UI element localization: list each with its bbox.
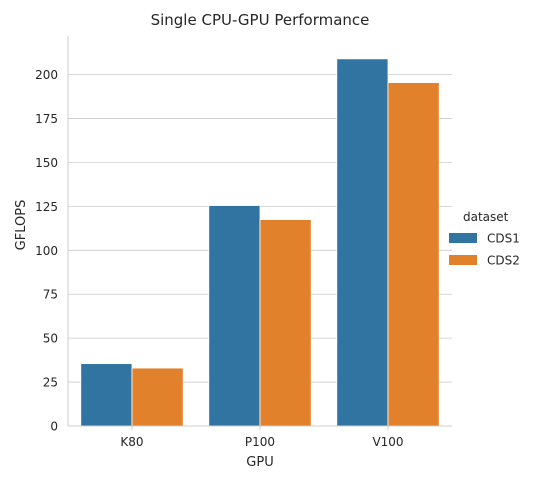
y-axis-label: GFLOPS (14, 200, 29, 251)
legend-title: dataset (463, 210, 509, 224)
legend-swatch-cds1 (449, 233, 477, 243)
chart-title: Single CPU-GPU Performance (151, 11, 370, 29)
bar-cds1-k80 (81, 364, 132, 426)
bar-cds1-v100 (337, 59, 388, 426)
legend-label-cds1: CDS1 (487, 232, 520, 246)
y-tick-label: 25 (43, 376, 58, 390)
x-tick-label: K80 (120, 435, 143, 449)
y-tick-label: 200 (35, 68, 58, 82)
bar-cds2-p100 (260, 220, 311, 426)
y-tick-label: 125 (35, 200, 58, 214)
y-tick-label: 175 (35, 112, 58, 126)
legend: dataset CDS1 CDS2 (449, 210, 520, 268)
x-tick-label: P100 (245, 435, 275, 449)
y-tick-label: 50 (43, 332, 58, 346)
bar-cds2-k80 (132, 368, 183, 426)
y-tick-label: 0 (50, 420, 58, 434)
x-tick-label: V100 (372, 435, 403, 449)
y-tick-label: 100 (35, 244, 58, 258)
legend-swatch-cds2 (449, 255, 477, 265)
legend-label-cds2: CDS2 (487, 254, 520, 268)
y-tick-label: 75 (43, 288, 58, 302)
bar-cds2-v100 (388, 83, 439, 426)
x-axis-label: GPU (246, 455, 273, 470)
bar-cds1-p100 (209, 206, 260, 426)
y-tick-label: 150 (35, 156, 58, 170)
bars (81, 59, 439, 426)
